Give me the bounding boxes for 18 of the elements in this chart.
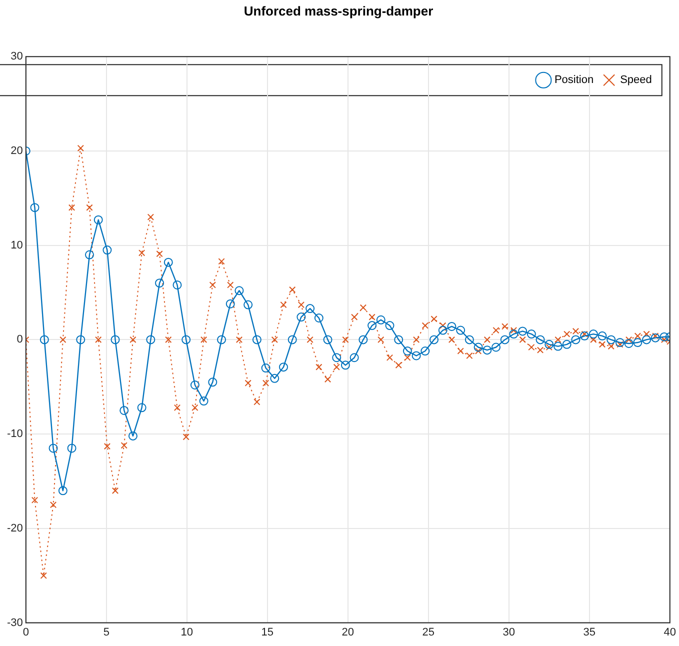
y-tick-label: 10: [10, 239, 23, 252]
y-tick-label: -20: [6, 522, 23, 534]
legend-label: Speed: [620, 74, 652, 86]
y-tick-label: -10: [6, 428, 23, 440]
x-tick-label: 10: [180, 626, 194, 638]
x-tick-label: 15: [261, 626, 274, 638]
x-tick-label: 40: [664, 626, 676, 638]
y-tick-label: -30: [6, 616, 23, 629]
legend-label: Position: [554, 74, 594, 86]
x-tick-label: 25: [422, 626, 435, 638]
y-tick-label: 30: [10, 50, 23, 63]
chart-title: Unforced mass-spring-damper: [244, 3, 434, 18]
x-tick-label: 30: [502, 626, 516, 638]
y-tick-label: 0: [16, 334, 23, 346]
x-tick-label: 35: [583, 626, 596, 638]
y-tick-label: 20: [10, 145, 23, 157]
x-tick-label: 5: [103, 626, 110, 638]
x-tick-label: 20: [342, 626, 354, 638]
